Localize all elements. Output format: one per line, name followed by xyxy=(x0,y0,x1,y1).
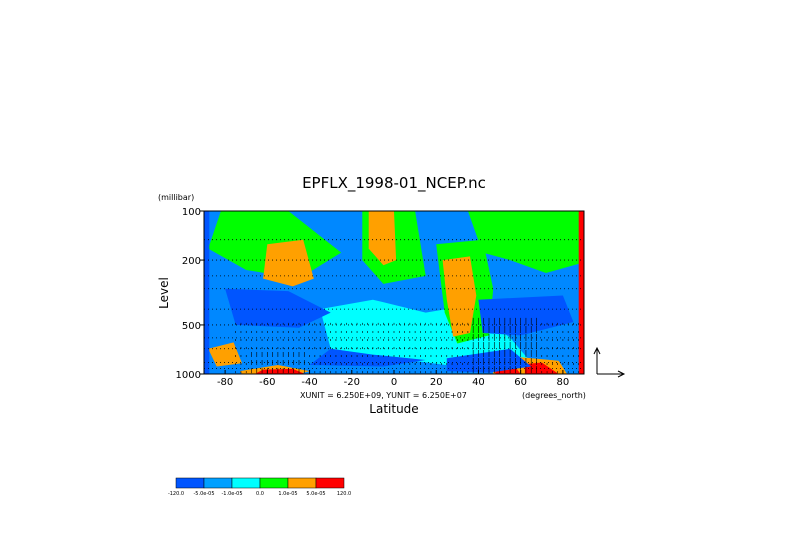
x-tick-label--20: -20 xyxy=(344,377,360,388)
x-axis: -80 -60 -40 -20 0 20 40 60 80 xyxy=(217,370,569,388)
colorbar-swatch-0 xyxy=(175,477,205,489)
contour-darkblue-18 xyxy=(309,348,426,367)
y-unit-label: (millibar) xyxy=(158,193,194,202)
contour-red-13 xyxy=(524,362,559,374)
x-tick-label--80: -80 xyxy=(217,377,233,388)
colorbar-label-3: 0.0 xyxy=(256,491,264,497)
y-tick-label-200: 200 xyxy=(182,256,201,267)
x-tick-label--40: -40 xyxy=(301,377,317,388)
vector-scale-label: XUNIT = 6.250E+09, YUNIT = 6.250E+07 xyxy=(300,391,467,400)
ep-flux-vectors xyxy=(235,317,580,374)
colorbar: -120.0 -5.0e-05 -1.0e-05 0.0 1.0e-05 5.0e-05 1… xyxy=(168,477,351,497)
colorbar-swatch-2 xyxy=(231,477,261,489)
y-tick-label-500: 500 xyxy=(182,321,201,332)
x-tick-label-60: 60 xyxy=(514,377,527,388)
reference-vector-x-head xyxy=(617,370,626,378)
colorbar-label-1: -5.0e-05 xyxy=(194,491,215,497)
contour-orange-5 xyxy=(263,239,314,287)
x-tick-label-0: 0 xyxy=(391,377,397,388)
colorbar-label-0: -120.0 xyxy=(168,491,184,497)
y-axis-label: Level xyxy=(157,277,171,309)
plot-area xyxy=(203,210,585,375)
x-tick-label--60: -60 xyxy=(259,377,275,388)
x-tick-label-40: 40 xyxy=(472,377,485,388)
reference-vector-y-head xyxy=(593,346,601,355)
colorbar-swatch-3 xyxy=(259,477,289,489)
x-unit-label: (degrees_north) xyxy=(522,391,586,400)
colorbar-label-6: 120.0 xyxy=(337,491,351,497)
y-axis: 100 200 500 1000 xyxy=(176,207,204,381)
contour-fills xyxy=(204,211,584,374)
contour-red-14 xyxy=(578,211,584,374)
contour-green-2 xyxy=(467,211,580,273)
colorbar-label-4: 1.0e-05 xyxy=(278,491,297,497)
reference-vector xyxy=(593,346,626,378)
x-axis-label: Latitude xyxy=(369,402,418,416)
contour-darkblue-17 xyxy=(478,295,574,336)
chart-title: EPFLX_1998-01_NCEP.nc xyxy=(302,174,486,193)
colorbar-swatch-1 xyxy=(203,477,233,489)
y-tick-label-100: 100 xyxy=(182,207,201,218)
colorbar-label-5: 5.0e-05 xyxy=(306,491,325,497)
colorbar-label-2: -1.0e-05 xyxy=(222,491,243,497)
x-tick-label-20: 20 xyxy=(430,377,443,388)
contour-darkblue-16 xyxy=(225,288,331,328)
x-tick-label-80: 80 xyxy=(557,377,570,388)
colorbar-swatch-5 xyxy=(315,477,345,489)
contour-orange-7 xyxy=(442,256,477,337)
y-tick-label-1000: 1000 xyxy=(176,370,201,381)
contour-darkblue-20 xyxy=(204,211,210,374)
colorbar-swatch-4 xyxy=(287,477,317,489)
contour-orange-6 xyxy=(368,211,397,266)
